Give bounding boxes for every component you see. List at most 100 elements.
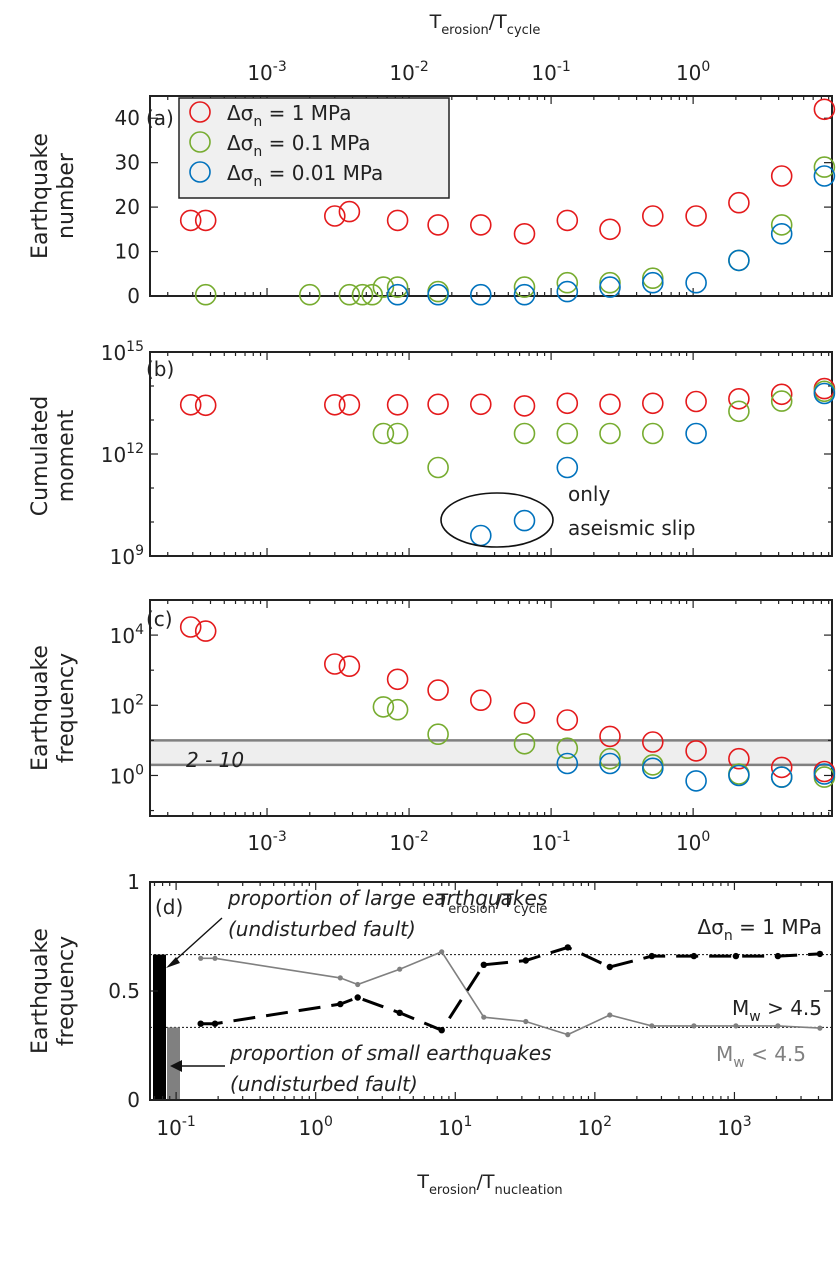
data-point-red: [513, 395, 536, 417]
data-point-red: [685, 740, 707, 762]
legend-marker-red: [189, 101, 211, 123]
series-point-large: [211, 1020, 219, 1027]
data-point-blue: [513, 283, 536, 306]
data-point-blue: [685, 271, 707, 294]
data-point-blue: [641, 271, 664, 294]
data-point-green: [641, 267, 664, 290]
data-point-green: [770, 390, 793, 412]
x-tick-label: 10-1: [156, 1114, 195, 1140]
data-point-blue: [728, 249, 750, 272]
y-tick-label: 109: [110, 543, 144, 569]
data-point-blue: [641, 757, 664, 780]
aseismic-ellipse: [440, 492, 554, 548]
series-label-small: Mw < 4.5: [716, 1042, 806, 1071]
x-tick-label: 10-1: [531, 829, 570, 855]
data-point-green: [513, 422, 536, 445]
data-point-green: [386, 422, 409, 445]
arrow-large: [169, 917, 223, 966]
data-point-blue: [770, 223, 793, 245]
arrow-small-head: [170, 1060, 182, 1072]
y-tick-label: 0.5: [108, 979, 140, 1003]
legend-marker-blue: [189, 161, 211, 183]
annotation-small: (undisturbed fault): [230, 1072, 418, 1096]
band-label: 2 - 10: [186, 748, 244, 772]
series-point-small: [397, 966, 403, 972]
data-point-green: [298, 283, 321, 306]
data-point-red: [338, 393, 361, 416]
series-point-small: [733, 1023, 739, 1029]
data-point-green: [770, 214, 793, 236]
series-point-large: [522, 957, 529, 964]
data-point-blue: [599, 752, 621, 775]
series-point-small: [691, 1023, 697, 1029]
x-tick-label: 10-3: [247, 829, 286, 855]
panel-label: (b): [146, 357, 174, 381]
data-point-green: [556, 271, 579, 294]
series-point-large: [396, 1009, 403, 1016]
data-point-red: [770, 756, 793, 779]
data-point-blue: [556, 752, 579, 775]
data-point-red: [179, 209, 202, 232]
x-tick-label: 100: [676, 829, 710, 855]
data-point-green: [386, 698, 409, 721]
data-point-blue: [427, 283, 449, 306]
y-tick-label: 1: [127, 870, 140, 894]
x-axis-label: Terosion/Tcycle: [436, 890, 548, 917]
series-point-small: [337, 975, 343, 981]
data-point-red: [194, 209, 217, 232]
data-point-red: [179, 616, 202, 638]
data-point-blue: [813, 763, 836, 785]
data-point-red: [427, 214, 449, 236]
series-point-large: [690, 952, 698, 960]
series-point-small: [607, 1012, 613, 1018]
x-tick-label: 10-1: [531, 59, 570, 85]
data-point-red: [513, 223, 536, 245]
data-point-blue: [556, 456, 579, 479]
y-tick-label: 0: [127, 284, 140, 308]
data-point-red: [728, 747, 750, 770]
legend-box: [178, 97, 450, 199]
data-point-red: [179, 393, 202, 416]
data-point-red: [469, 393, 492, 416]
legend-label: Δσn = 0.01 MPa: [227, 161, 383, 190]
data-point-green: [427, 723, 449, 746]
annotation-small: proportion of small earthquakes: [229, 1041, 551, 1065]
data-point-red: [513, 702, 536, 724]
series-point-small: [649, 1023, 655, 1029]
data-point-green: [728, 400, 750, 423]
data-point-blue: [386, 283, 409, 306]
panel-d: 10-1 100 101 102 103 0 0.5 1 Earthquakefrequency…: [28, 870, 833, 1198]
y-tick-label: 104: [110, 622, 144, 648]
data-point-red: [641, 392, 664, 415]
y-axis-label: Earthquakenumber: [28, 133, 79, 259]
x-tick-label: 10-2: [389, 59, 428, 85]
band-area: [150, 740, 832, 765]
series-point-large: [606, 963, 613, 971]
series-point-small: [481, 1014, 487, 1020]
data-point-red: [770, 165, 793, 187]
panel-a: Terosion/Tcycle 10-3 10-2 10-1 100 0 10 20 30 40 E…: [28, 11, 836, 308]
x-tick-label: 103: [717, 1114, 751, 1140]
data-point-red: [685, 205, 707, 227]
y-tick-label: 40: [115, 106, 140, 130]
data-point-red: [386, 668, 409, 691]
data-point-green: [372, 696, 395, 718]
annotation-large: proportion of large earthquakes: [227, 886, 547, 910]
series-line-large: [200, 945, 820, 1033]
data-point-red: [641, 205, 664, 227]
data-point-red: [556, 709, 579, 731]
y-tick-label: 102: [110, 692, 144, 718]
data-point-green: [599, 747, 621, 770]
y-axis-label: Cumulatedmoment: [28, 396, 79, 516]
data-point-red: [599, 725, 621, 748]
data-point-green: [351, 283, 374, 306]
reference-bar-gray: [167, 1027, 180, 1100]
x-tick-label: 100: [676, 59, 710, 85]
data-point-red: [194, 620, 217, 642]
data-point-blue: [599, 276, 621, 298]
data-point-green: [556, 422, 579, 445]
data-point-green: [372, 276, 395, 298]
series-point-small: [775, 1023, 781, 1029]
series-point-large: [648, 952, 655, 960]
series-point-large: [816, 950, 824, 958]
